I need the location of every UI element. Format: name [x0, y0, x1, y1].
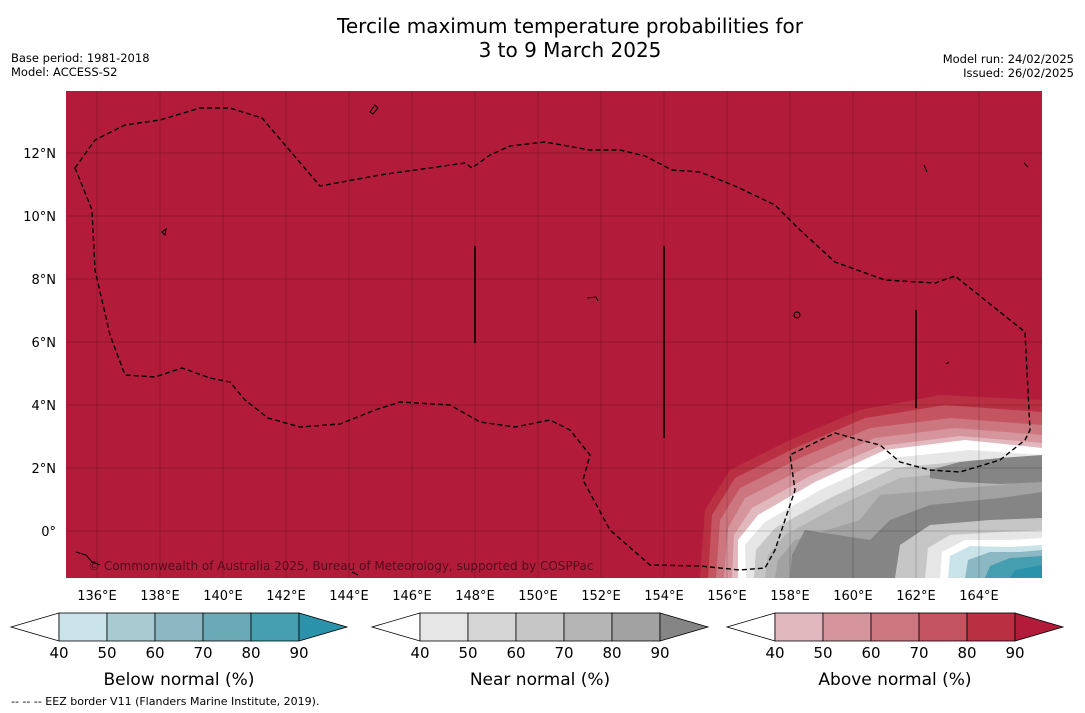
colorbar-arrow-high: [1014, 612, 1065, 642]
colorbar-segment: [611, 612, 661, 642]
colorbar-tick: 60: [861, 644, 880, 662]
colorbar-tick: 90: [650, 644, 669, 662]
lat-tick: 6°N: [32, 336, 57, 351]
colorbar-tick: 40: [765, 644, 784, 662]
colorbar-tick: 80: [602, 644, 621, 662]
colorbar-tick: 50: [97, 644, 116, 662]
title-line-1: Tercile maximum temperature probabilitie…: [337, 14, 803, 38]
lon-tick: 156°E: [707, 589, 747, 604]
probability-field: [700, 395, 1042, 578]
gridlines: [66, 91, 1042, 578]
colorbar-tick: 90: [1005, 644, 1024, 662]
lat-tick: 0°: [41, 525, 56, 540]
lon-tick: 152°E: [581, 589, 621, 604]
model-name: Model: ACCESS-S2: [11, 65, 118, 79]
colorbar-segment: [515, 612, 565, 642]
lon-tick: 136°E: [77, 589, 117, 604]
below-shade-90: [1010, 565, 1042, 578]
colorbar-segment: [918, 612, 968, 642]
lon-tick: 140°E: [203, 589, 243, 604]
colorbar-near: 40 50 60 70 80 90 Near normal (%): [370, 612, 710, 690]
copyright-text: © Commonwealth of Australia 2025, Bureau…: [88, 559, 593, 573]
base-period: Base period: 1981-2018: [11, 51, 150, 65]
lat-tick: 12°N: [23, 147, 56, 162]
colorbar-tick: 50: [458, 644, 477, 662]
colorbar-arrow-low: [370, 612, 421, 642]
lat-tick: 2°N: [32, 462, 57, 477]
title-line-2: 3 to 9 March 2025: [478, 38, 662, 62]
colorbar-tick: 70: [554, 644, 573, 662]
colorbar-segment: [870, 612, 920, 642]
colorbar-arrow-high: [298, 612, 349, 642]
colorbar-segment: [106, 612, 156, 642]
lon-tick: 146°E: [392, 589, 432, 604]
lat-axis: 12°N 10°N 8°N 6°N 4°N 2°N 0°: [23, 147, 56, 540]
lon-tick: 144°E: [329, 589, 369, 604]
boundary-lines: [474, 246, 917, 438]
islands: [75, 104, 1029, 576]
lat-tick: 4°N: [32, 399, 57, 414]
lon-tick: 138°E: [140, 589, 180, 604]
colorbar-segment: [202, 612, 252, 642]
colorbar-below: 40 50 60 70 80 90 Below normal (%): [9, 612, 349, 690]
colorbar-tick: 80: [957, 644, 976, 662]
colorbar-tick: 70: [193, 644, 212, 662]
colorbar-segment: [154, 612, 204, 642]
colorbar-tick: 40: [49, 644, 68, 662]
lat-tick: 10°N: [23, 210, 56, 225]
lon-tick: 164°E: [959, 589, 999, 604]
lon-tick: 158°E: [770, 589, 810, 604]
colorbar-tick: 50: [813, 644, 832, 662]
colorbar-segment: [419, 612, 469, 642]
colorbar-label: Above normal (%): [818, 670, 971, 690]
colorbar-segment: [250, 612, 300, 642]
lon-tick: 150°E: [518, 589, 558, 604]
lon-tick: 148°E: [455, 589, 495, 604]
colorbar-segment: [966, 612, 1016, 642]
colorbar-arrow-high: [659, 612, 710, 642]
colorbar-tick: 60: [145, 644, 164, 662]
colorbar-tick: 90: [289, 644, 308, 662]
colorbar-tick: 60: [506, 644, 525, 662]
lon-tick: 142°E: [266, 589, 306, 604]
lat-tick: 8°N: [32, 273, 57, 288]
colorbar-tick: 80: [241, 644, 260, 662]
lon-tick: 162°E: [896, 589, 936, 604]
colorbar-segment: [58, 612, 108, 642]
lon-axis: 136°E 138°E 140°E 142°E 144°E 146°E 148°…: [77, 589, 999, 604]
lon-tick: 154°E: [644, 589, 684, 604]
colorbar-label: Near normal (%): [470, 670, 610, 690]
model-run: Model run: 24/02/2025: [942, 52, 1074, 66]
colorbar-above: 40 50 60 70 80 90 Above normal (%): [725, 612, 1065, 690]
eez-footer-note: -- -- -- EEZ border V11 (Flanders Marine…: [11, 695, 320, 708]
colorbar-label: Below normal (%): [104, 670, 255, 690]
colorbar-arrow-low: [725, 612, 776, 642]
near-shade-upper: [930, 455, 1042, 484]
colorbar-arrow-low: [9, 612, 60, 642]
meta-right: Model run: 24/02/2025 Issued: 26/02/2025: [943, 52, 1074, 80]
colorbar-tick: 40: [410, 644, 429, 662]
colorbar-segment: [822, 612, 872, 642]
colorbar-segment: [563, 612, 613, 642]
eez-border: [74, 107, 1031, 571]
meta-left: Base period: 1981-2018 Model: ACCESS-S2: [11, 51, 150, 79]
colorbar-tick: 70: [909, 644, 928, 662]
issued-date: Issued: 26/02/2025: [963, 66, 1074, 80]
map-title: Tercile maximum temperature probabilitie…: [0, 14, 1085, 62]
lon-tick: 160°E: [833, 589, 873, 604]
colorbar-segment: [774, 612, 824, 642]
colorbar-segment: [467, 612, 517, 642]
colorbars: 40 50 60 70 80 90 Below normal (%) 40 50 60 70 80 90…: [9, 612, 1065, 690]
